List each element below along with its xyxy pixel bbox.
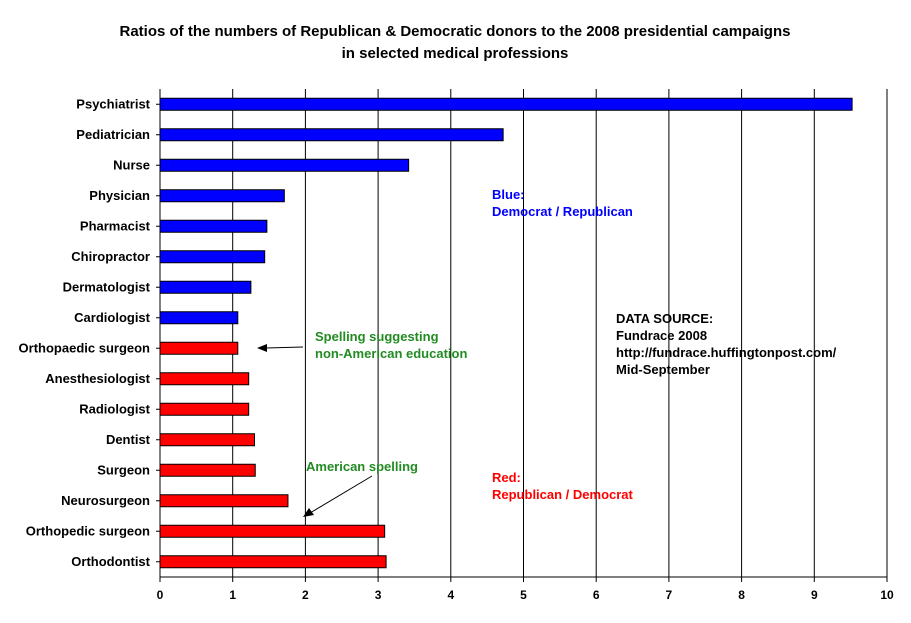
bar-orthopaedic-surgeon	[159, 341, 239, 355]
spelling-note-line-2: non-American education	[315, 346, 467, 361]
american-note: American spelling	[306, 459, 418, 474]
data-source-name: Fundrace 2008	[616, 328, 707, 343]
x-tick-label: 4	[447, 588, 454, 602]
x-tick-label: 0	[157, 588, 164, 602]
category-label: Cardiologist	[74, 310, 151, 325]
blue-legend-heading: Blue:	[492, 187, 525, 202]
bar-surgeon	[159, 463, 256, 477]
x-tick-label: 2	[302, 588, 309, 602]
category-label: Chiropractor	[71, 249, 150, 264]
data-source-heading: DATA SOURCE:	[616, 311, 713, 326]
category-label: Radiologist	[79, 401, 150, 416]
bar-pediatrician	[159, 128, 504, 142]
data-source-date: Mid-September	[616, 362, 710, 377]
x-tick-label: 5	[520, 588, 527, 602]
x-tick-label: 9	[811, 588, 818, 602]
category-label: Pediatrician	[76, 127, 150, 142]
red-legend-heading: Red:	[492, 470, 521, 485]
bar-dermatologist	[159, 280, 252, 294]
data-source-url: http://fundrace.huffingtonpost.com/	[616, 345, 837, 360]
red-legend-text: Republican / Democrat	[492, 487, 634, 502]
bar-pharmacist	[159, 219, 268, 233]
category-labels: Psychiatrist Pediatrician Nurse Physician Ph…	[19, 96, 160, 569]
category-label: Dentist	[106, 432, 151, 447]
category-label: Nurse	[113, 157, 150, 172]
x-tick-label: 1	[229, 588, 236, 602]
bar-neurosurgeon	[159, 494, 289, 508]
bar-radiologist	[159, 402, 250, 416]
category-label: Orthopedic surgeon	[26, 523, 150, 538]
spelling-note-arrow	[265, 346, 304, 349]
category-label: Surgeon	[97, 462, 150, 477]
x-tick-label: 7	[666, 588, 673, 602]
bar-nurse	[159, 158, 410, 172]
x-axis: 0 1 2 3 4 5 6 7 8 9 10	[157, 89, 894, 602]
category-label: Pharmacist	[80, 218, 151, 233]
bar-cardiologist	[159, 311, 239, 325]
annotations: Blue: Democrat / Republican Red: Republi…	[257, 187, 837, 517]
category-label: Orthodontist	[71, 554, 150, 569]
x-tick-label: 3	[375, 588, 382, 602]
bar-physician	[159, 189, 285, 203]
spelling-note-line-1: Spelling suggesting	[315, 329, 439, 344]
bar-anesthesiologist	[159, 372, 250, 386]
spelling-note-arrowhead	[257, 344, 267, 352]
bar-chiropractor	[159, 250, 266, 264]
category-label: Anesthesiologist	[45, 371, 150, 386]
category-label: Neurosurgeon	[61, 493, 150, 508]
bar-orthopedic-surgeon	[159, 524, 386, 538]
x-tick-label: 8	[738, 588, 745, 602]
bar-orthodontist	[159, 555, 387, 569]
bars	[159, 97, 853, 569]
american-note-arrowhead	[303, 508, 314, 517]
bar-dentist	[159, 433, 256, 447]
bar-psychiatrist	[159, 97, 853, 111]
category-label: Dermatologist	[63, 279, 151, 294]
category-label: Orthopaedic surgeon	[19, 340, 151, 355]
category-label: Physician	[89, 188, 150, 203]
x-tick-label: 10	[880, 588, 894, 602]
chart-title: Ratios of the numbers of Republican & De…	[120, 23, 791, 40]
chart-subtitle: in selected medical professions	[342, 45, 569, 62]
american-note-arrow	[309, 475, 373, 514]
blue-legend-text: Democrat / Republican	[492, 204, 633, 219]
category-label: Psychiatrist	[76, 96, 150, 111]
x-tick-label: 6	[593, 588, 600, 602]
